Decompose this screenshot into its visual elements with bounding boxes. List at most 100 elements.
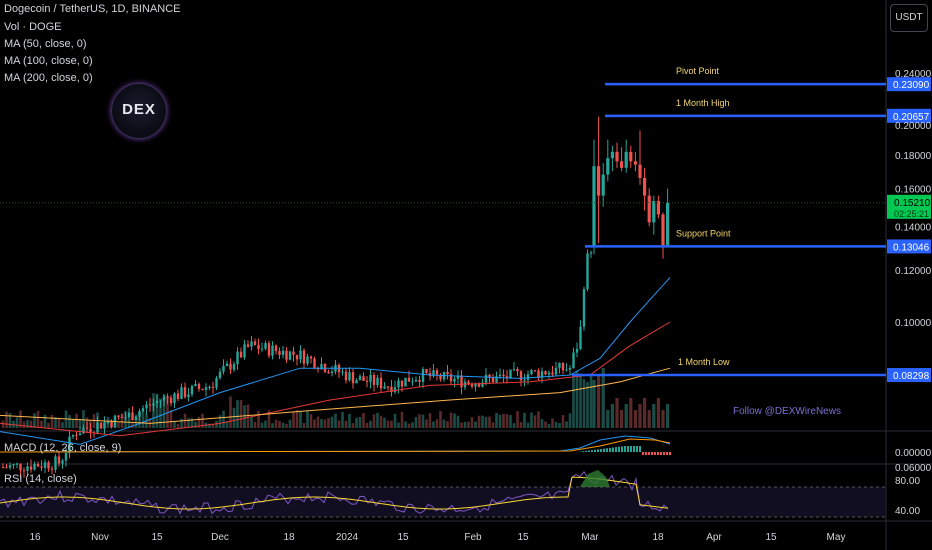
history-body <box>470 383 474 387</box>
macd-hist-bar <box>627 446 629 452</box>
history-body <box>180 387 183 399</box>
volume-bar <box>586 381 589 428</box>
currency-unit-button[interactable]: USDT <box>890 4 928 32</box>
price-tick-label: 0.14000 <box>895 222 932 233</box>
history-body <box>456 375 460 379</box>
time-tick-label: 15 <box>517 532 529 543</box>
price-tick-label: 0.06000 <box>895 463 932 474</box>
history-body <box>260 348 264 350</box>
indicator-ma50[interactable]: MA (50, close, 0) <box>4 38 87 50</box>
volume-bar <box>418 414 421 428</box>
volume-bar <box>225 421 229 428</box>
volume-bar <box>554 421 558 428</box>
volume-bar <box>243 405 246 428</box>
candle-body <box>592 166 596 248</box>
volume-bar <box>257 411 260 428</box>
history-body <box>148 404 152 406</box>
volume-bar <box>601 368 605 428</box>
history-body <box>250 341 253 347</box>
history-body <box>50 468 54 470</box>
volume-bar <box>589 374 593 428</box>
volume-bar <box>92 414 96 428</box>
history-body <box>568 368 572 370</box>
volume-bar <box>568 413 572 428</box>
candle-body <box>615 151 619 162</box>
history-body <box>96 422 99 433</box>
indicator-ma200[interactable]: MA (200, close, 0) <box>4 72 93 84</box>
volume-bar <box>117 422 120 428</box>
volume-bar <box>278 420 281 428</box>
history-body <box>159 400 162 402</box>
level-label: Pivot Point <box>676 66 720 76</box>
volume-bar <box>376 412 379 428</box>
price-levels: Pivot Point 0.23090 1 Month High 0.20657 Sup… <box>572 66 931 383</box>
macd-hist-bar <box>663 452 665 455</box>
volume-bar <box>19 410 22 428</box>
history-body <box>390 386 393 393</box>
candle-body <box>597 166 601 196</box>
history-body <box>204 387 208 390</box>
volume-bar <box>397 422 400 428</box>
volume-bar <box>652 404 656 428</box>
candle-body <box>647 195 651 223</box>
volume-bar <box>75 413 78 428</box>
history-body <box>22 470 26 472</box>
volume-bar <box>299 411 302 428</box>
volume-bar <box>463 421 467 428</box>
macd-hist-bar <box>660 452 662 455</box>
history-body <box>432 370 435 377</box>
volume-bar <box>330 416 334 428</box>
indicator-ma100[interactable]: MA (100, close, 0) <box>4 55 93 67</box>
history-body <box>19 463 22 471</box>
price-history <box>1 249 593 478</box>
history-body <box>57 456 61 464</box>
history-body <box>257 345 260 350</box>
history-body <box>572 352 575 369</box>
history-body <box>26 466 29 471</box>
time-tick-label: 15 <box>397 532 409 543</box>
candle-body <box>620 161 624 168</box>
volume-bar <box>309 414 313 428</box>
history-body <box>229 363 232 370</box>
history-body <box>449 374 453 382</box>
history-body <box>554 367 558 375</box>
volume-bar <box>505 414 509 428</box>
volume-bar <box>236 400 239 428</box>
level-price-label: 0.13046 <box>893 242 930 253</box>
volume-bar <box>597 374 601 428</box>
volume-bar <box>365 422 369 428</box>
rsi-pane-title[interactable]: RSI (14, close) <box>4 473 77 485</box>
history-body <box>404 377 407 387</box>
volume-bar <box>656 398 660 428</box>
volume-bar <box>547 423 551 428</box>
volume-bar <box>15 417 19 428</box>
history-body <box>103 422 106 429</box>
price-tick-label: 0.24000 <box>895 69 932 80</box>
volume-bar <box>582 379 586 428</box>
volume-bar <box>162 395 166 428</box>
dex-logo-text: DEX <box>122 101 156 118</box>
level-price-label: 0.20657 <box>893 112 930 123</box>
macd-pane: 0.00000 <box>0 435 932 459</box>
volume-bar <box>400 411 404 428</box>
volume-bar <box>516 411 519 428</box>
history-body <box>145 404 148 409</box>
history-body <box>488 374 491 378</box>
history-body <box>295 354 299 360</box>
history-body <box>439 374 442 380</box>
chart-title: Dogecoin / TetherUS, 1D, BINANCE <box>4 3 181 15</box>
macd-hist-bar <box>615 447 617 452</box>
history-body <box>547 372 551 375</box>
price-tick-label: 0.10000 <box>895 318 932 329</box>
history-body <box>152 403 155 406</box>
volume-bar <box>253 422 257 428</box>
history-body <box>89 428 92 433</box>
history-body <box>155 400 159 404</box>
volume-bar <box>285 423 288 428</box>
volume-bar <box>519 422 523 428</box>
volume-bar <box>460 422 463 428</box>
indicator-volume[interactable]: Vol · DOGE <box>4 21 62 33</box>
history-body <box>425 369 428 373</box>
volume-bar <box>572 373 575 428</box>
macd-pane-title[interactable]: MACD (12, 26, close, 9) <box>4 442 122 454</box>
